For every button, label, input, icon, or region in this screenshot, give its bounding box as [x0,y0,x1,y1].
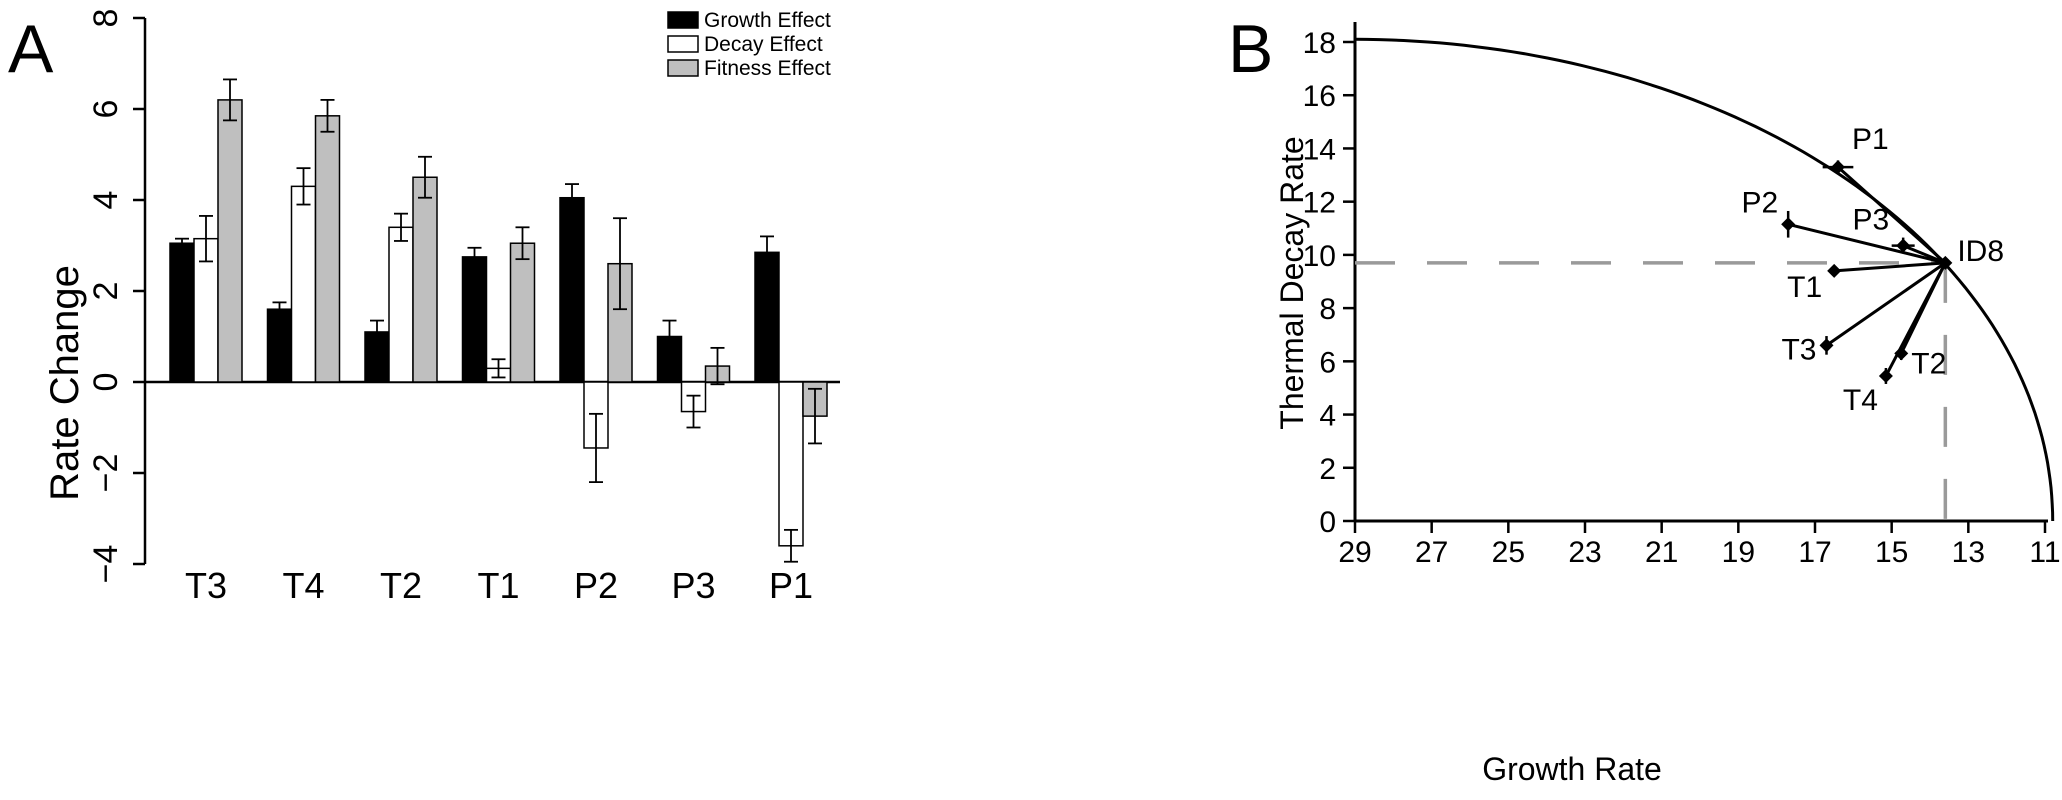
legend-label: Fitness Effect [704,57,831,80]
panel-b-x-axis-label: Growth Rate [1482,751,1662,787]
bar-fitness-effect [217,99,243,383]
category-label: T1 [477,565,519,606]
y-tick-label: 0 [1319,506,1336,539]
y-tick-label: 16 [1303,80,1336,113]
category-label: P3 [671,565,715,606]
vector-T1 [1834,261,1946,273]
bar-growth-effect [754,251,780,383]
point-marker-T2 [1894,346,1909,361]
vector-P1 [1837,165,1947,264]
y-tick-label: 4 [1319,400,1336,433]
y-tick-label: 2 [87,282,125,301]
panel-b-boundary-curve [1354,37,2055,522]
panel-b-scatter-chart: B Thermal Decay Rate Growth Rate 0 2 4 6 8 10… [1228,11,2061,787]
bar-decay-effect [193,237,219,383]
bar-decay-effect [290,185,317,383]
panel-b-reference-lines [1355,261,1948,521]
category-label: T4 [282,565,324,606]
panel-a-category-labels: T3 T4 T2 T1 P2 P3 P1 [185,565,813,606]
y-tick-label: 18 [1303,27,1336,60]
bar-growth-effect [461,256,488,383]
boundary-curve [1354,37,2055,522]
panel-a-axes [143,18,840,564]
x-tick-label: 29 [1338,536,1371,569]
x-tick-label: 19 [1722,536,1755,569]
x-tick-label: 21 [1645,536,1678,569]
bar-decay-effect [388,226,414,383]
y-tick-label: 14 [1303,133,1336,166]
y-tick-label: 0 [87,373,125,392]
point-marker-T1 [1827,263,1842,278]
bar-fitness-effect [314,115,341,383]
x-tick-label: 11 [2029,536,2060,569]
point-marker-P3 [1896,238,1911,253]
point-label: P2 [1741,186,1778,219]
bar-growth-effect [559,196,585,383]
point-marker-P1 [1831,160,1845,175]
x-tick-label: 15 [1875,536,1908,569]
vector-P3 [1902,244,1946,265]
point-label: P3 [1852,204,1889,237]
legend-swatch [667,35,699,53]
y-tick-label: 10 [1303,240,1336,273]
category-label: T2 [380,565,422,606]
y-tick-label: −4 [87,545,125,584]
origin-marker [1938,255,1953,270]
bar-fitness-effect [412,176,438,383]
point-label: T4 [1843,384,1878,417]
x-tick-label: 17 [1798,536,1831,569]
y-tick-label: 8 [87,9,125,28]
vector-T3 [1825,261,1947,347]
x-tick-label: 25 [1492,536,1525,569]
y-tick-label: −2 [87,454,125,493]
point-label: T1 [1787,271,1822,304]
point-label: T2 [1911,347,1946,380]
bar-decay-effect [778,381,804,547]
point-label: P1 [1852,123,1889,156]
y-tick-label: 6 [1319,346,1336,379]
legend-swatch [667,59,699,77]
vector-P2 [1787,222,1946,265]
point-marker-T3 [1819,338,1834,353]
y-tick-label: 12 [1303,187,1336,220]
panel-b-y-axis-label: Thermal Decay Rate [1274,136,1310,429]
point-label: T3 [1781,333,1816,366]
x-tick-label: 23 [1568,536,1601,569]
legend-label: Decay Effect [704,33,823,56]
bar-growth-effect [266,308,293,383]
x-tick-label: 27 [1415,536,1448,569]
panel-a-y-ticks: 8 6 4 2 0 −2 −4 [87,9,145,584]
category-label: P1 [769,565,813,606]
point-marker-T4 [1878,368,1893,383]
bar-fitness-effect [509,242,536,383]
bar-growth-effect [169,242,195,383]
legend-label: Growth Effect [704,9,831,32]
y-tick-label: 8 [1319,293,1336,326]
origin-label: ID8 [1957,235,2004,268]
y-tick-label: 6 [87,100,125,119]
point-marker-P2 [1781,217,1796,232]
panel-b-label: B [1228,11,1273,87]
category-label: P2 [574,565,618,606]
y-tick-label: 4 [87,191,125,210]
x-tick-label: 13 [1952,536,1985,569]
vector-T2 [1899,262,1947,355]
panel-a-y-axis-label: Rate Change [43,265,87,501]
panel-a-bars [169,78,828,563]
panel-a-label: A [8,11,54,87]
y-tick-label: 2 [1319,453,1336,486]
panel-a-bar-chart: A Rate Change 8 6 4 2 0 −2 −4 T3 T4 T2 T1 P2 P3 P1 G… [8,9,840,606]
category-label: T3 [185,565,227,606]
legend-swatch [667,11,699,29]
panel-b-ticks: 0 2 4 6 8 10 12 14 16 18 29 27 25 23 21 19 17 15 13 11 [1303,27,2061,569]
panel-b-points: P1 P2 P3 T1 T3 T4 T2 ID8 [1741,123,2004,417]
panel-b-axes [1353,22,2048,523]
